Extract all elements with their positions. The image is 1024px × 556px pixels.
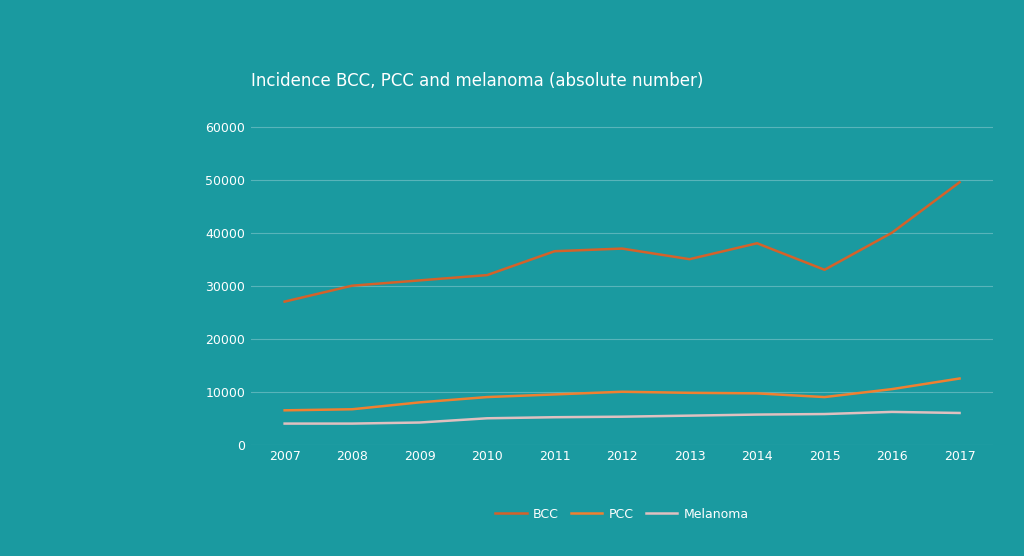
Melanoma [279, 420, 291, 427]
PCC [953, 375, 966, 382]
BCC [818, 266, 830, 273]
Melanoma [751, 411, 763, 418]
Line: PCC: PCC [285, 379, 959, 410]
PCC [414, 399, 426, 406]
PCC [683, 390, 695, 396]
BCC [481, 272, 494, 279]
BCC [683, 256, 695, 262]
BCC [953, 179, 966, 186]
Legend: BCC, PCC, Melanoma: BCC, PCC, Melanoma [490, 503, 754, 526]
Melanoma [818, 411, 830, 418]
Melanoma [953, 410, 966, 416]
Melanoma [481, 415, 494, 421]
BCC [346, 282, 358, 289]
Line: BCC: BCC [285, 182, 959, 301]
BCC [615, 245, 628, 252]
BCC [751, 240, 763, 247]
BCC [414, 277, 426, 284]
Melanoma [886, 409, 898, 415]
PCC [549, 391, 561, 398]
BCC [279, 298, 291, 305]
PCC [751, 390, 763, 396]
PCC [818, 394, 830, 400]
Line: Melanoma: Melanoma [285, 412, 959, 424]
Melanoma [549, 414, 561, 420]
PCC [481, 394, 494, 400]
Melanoma [414, 419, 426, 426]
PCC [615, 389, 628, 395]
Melanoma [346, 420, 358, 427]
Text: Incidence BCC, PCC and melanoma (absolute number): Incidence BCC, PCC and melanoma (absolut… [251, 72, 703, 90]
PCC [279, 407, 291, 414]
Melanoma [683, 413, 695, 419]
BCC [549, 248, 561, 255]
PCC [346, 406, 358, 413]
Melanoma [615, 413, 628, 420]
PCC [886, 386, 898, 393]
BCC [886, 229, 898, 236]
